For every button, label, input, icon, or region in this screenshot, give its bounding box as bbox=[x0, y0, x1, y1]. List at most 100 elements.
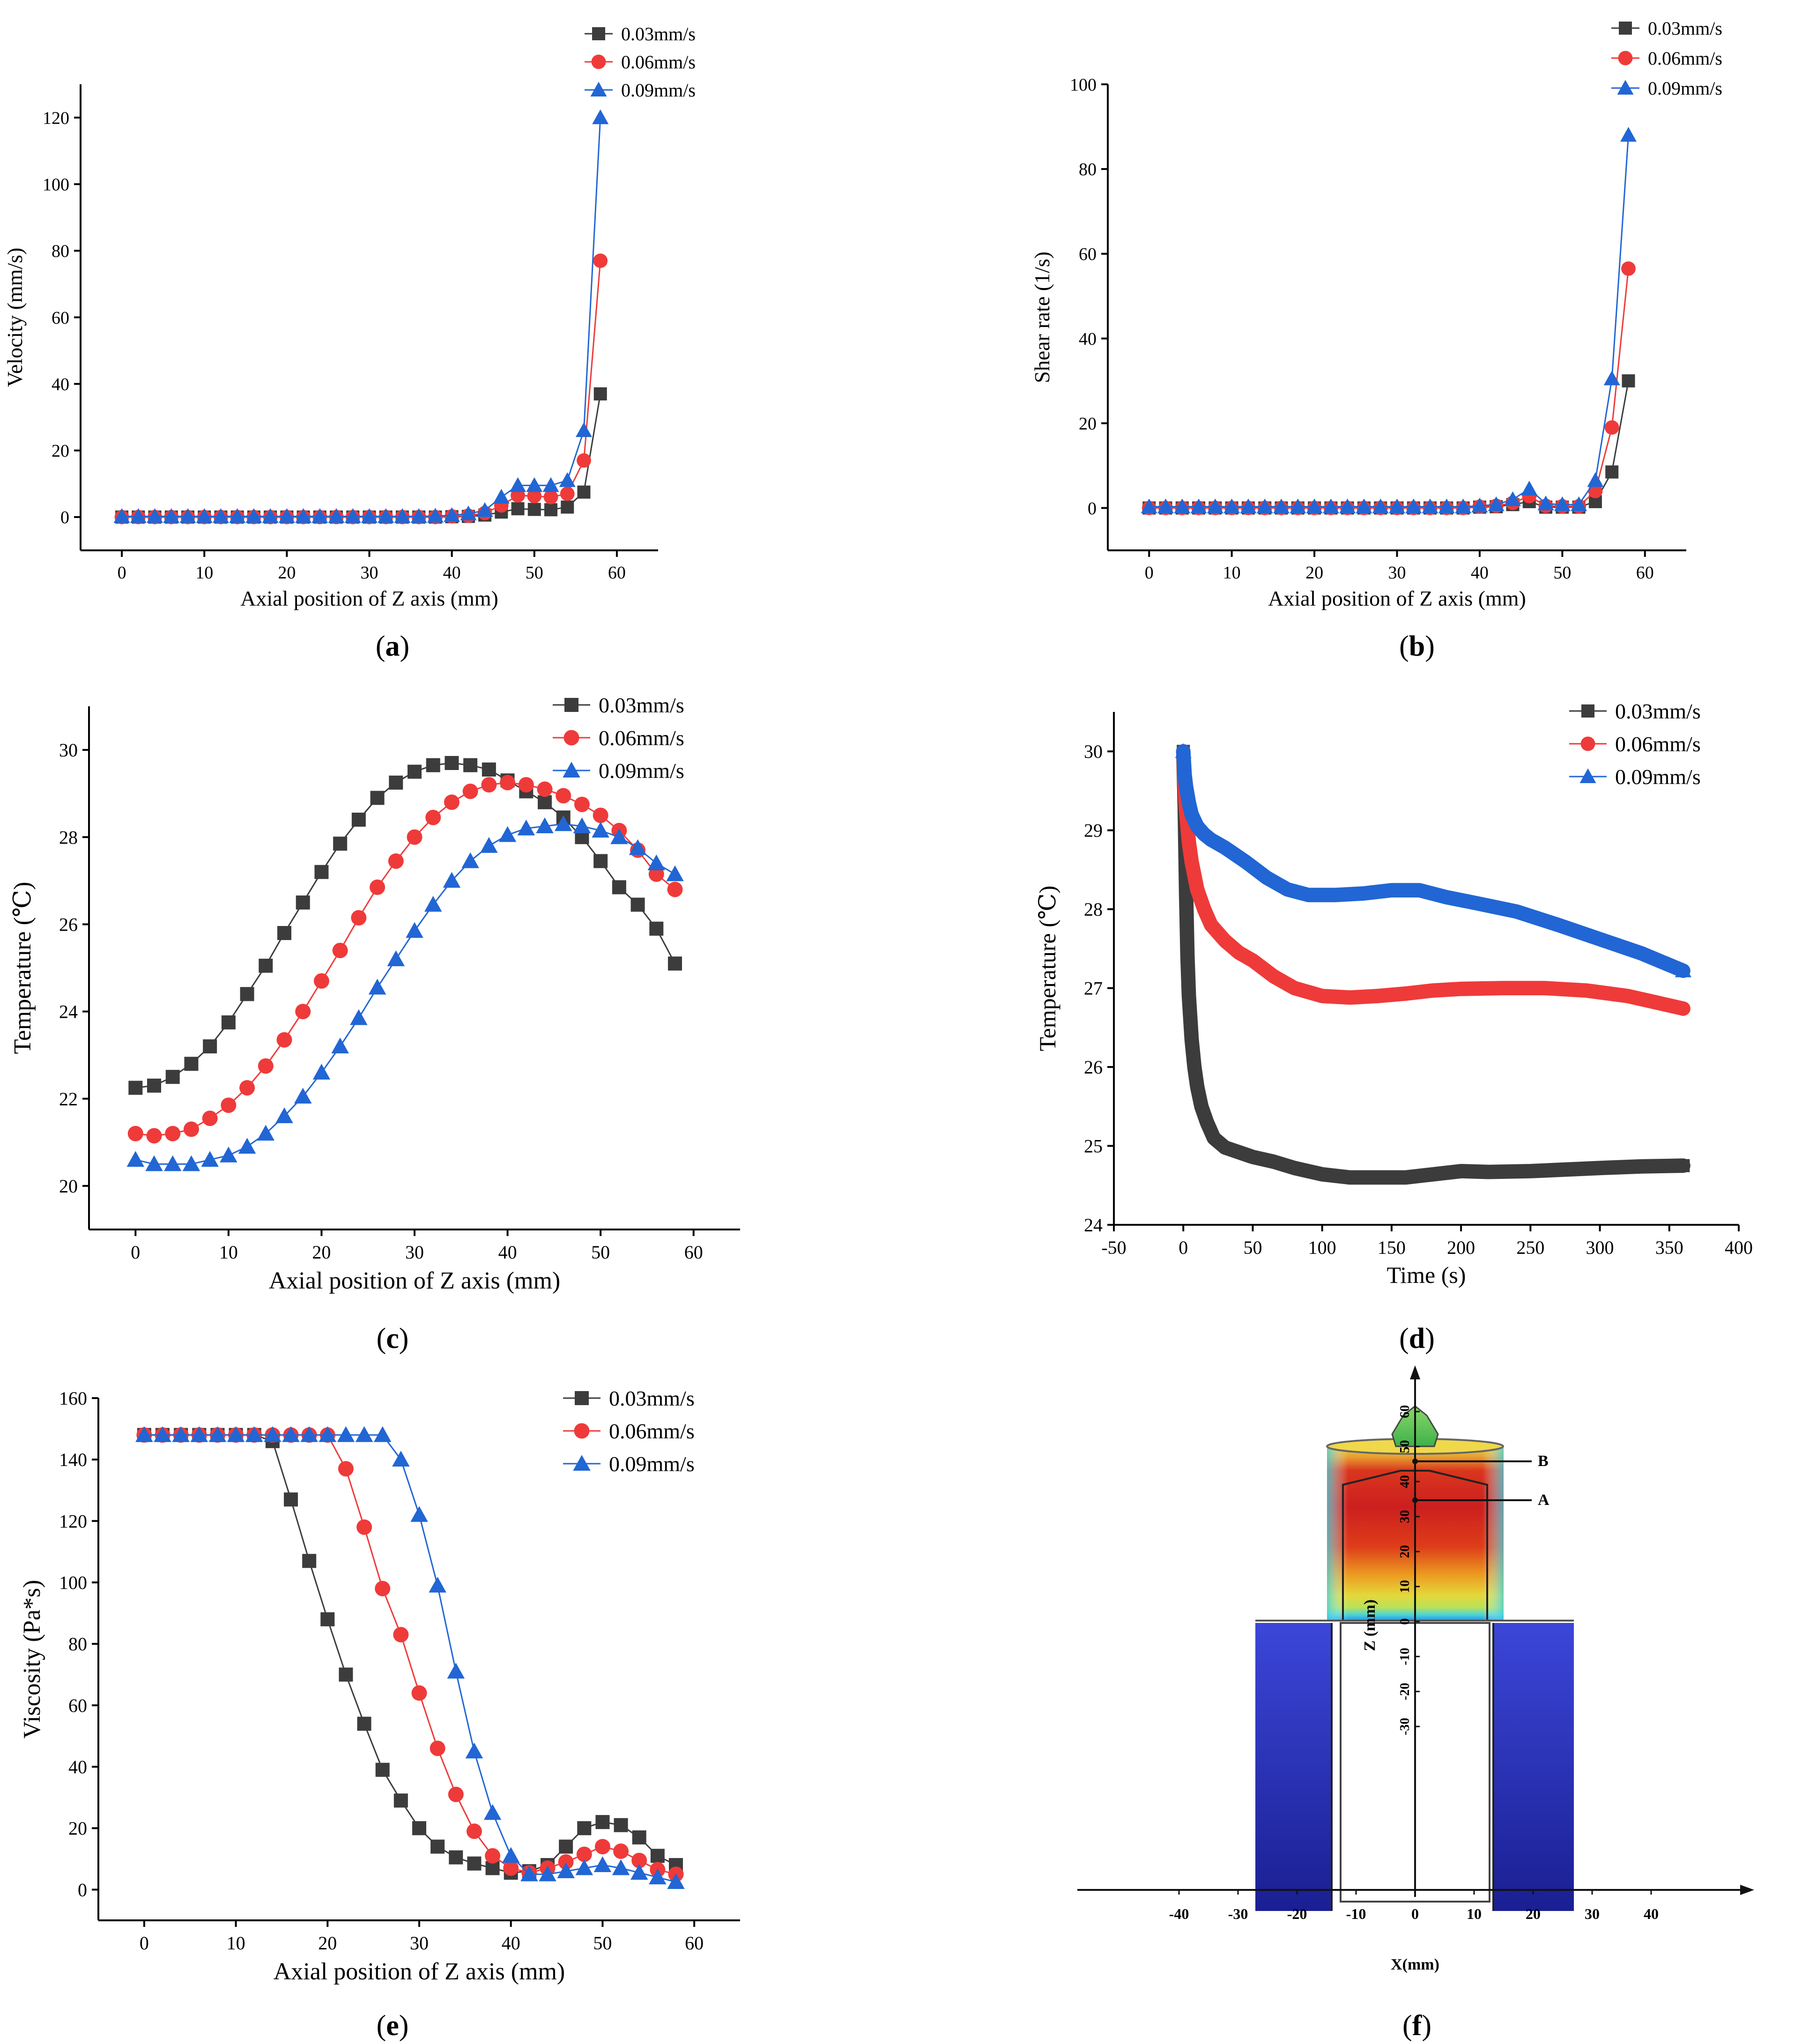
panel-label: (c) bbox=[377, 1323, 409, 1355]
panel-label: (e) bbox=[377, 2010, 409, 2042]
data-point bbox=[378, 508, 394, 523]
data-point bbox=[430, 1740, 445, 1756]
y-tick-label: 20 bbox=[59, 1176, 78, 1197]
x-tick-label: 60 bbox=[684, 1242, 703, 1263]
data-point bbox=[338, 1461, 354, 1477]
data-point bbox=[172, 1426, 190, 1442]
x-tick-label: 40 bbox=[498, 1242, 517, 1263]
data-point bbox=[630, 1864, 648, 1880]
data-point bbox=[614, 1818, 628, 1832]
data-point bbox=[557, 1862, 575, 1879]
data-point bbox=[574, 796, 590, 812]
data-point bbox=[1240, 498, 1257, 513]
data-point bbox=[1405, 498, 1422, 513]
y-tick-label: 28 bbox=[59, 827, 78, 848]
x-tick-label: -40 bbox=[1169, 1905, 1189, 1922]
y-axis-label: Viscosity (Pa*s) bbox=[19, 1580, 45, 1739]
data-point bbox=[648, 866, 664, 882]
data-point bbox=[1605, 465, 1619, 479]
data-point bbox=[466, 1823, 482, 1839]
series-1 bbox=[137, 1428, 683, 1880]
data-point bbox=[245, 1426, 263, 1442]
legend: 0.03mm/s 0.06mm/s 0.09mm/s bbox=[553, 693, 684, 783]
data-point bbox=[543, 489, 558, 504]
series-line bbox=[1176, 744, 1690, 1016]
chart-viscosity: 0 10 20 30 40 50 60 0 20 40 60 80 100 120 140 160 Axial … bbox=[19, 1386, 740, 1985]
x-tick-label: 250 bbox=[1516, 1237, 1544, 1258]
series-line bbox=[144, 1434, 676, 1875]
legend-marker bbox=[590, 81, 607, 96]
legend-label: 0.03mm/s bbox=[609, 1386, 695, 1410]
legend-label: 0.03mm/s bbox=[621, 23, 696, 44]
data-point bbox=[649, 921, 664, 936]
data-point bbox=[127, 1126, 143, 1141]
y-tick-label: 27 bbox=[1084, 978, 1103, 999]
data-point bbox=[485, 1848, 501, 1864]
data-point bbox=[1604, 420, 1619, 435]
data-point bbox=[147, 1078, 161, 1093]
data-point bbox=[463, 758, 478, 772]
data-point bbox=[1438, 498, 1455, 513]
data-point bbox=[542, 477, 559, 492]
data-point bbox=[227, 1426, 245, 1442]
x-tick-label: 60 bbox=[1636, 563, 1654, 583]
data-point bbox=[220, 1147, 237, 1163]
data-point bbox=[412, 1821, 426, 1836]
data-point bbox=[259, 958, 273, 973]
x-tick-label: 20 bbox=[318, 1933, 337, 1954]
data-point bbox=[593, 253, 608, 268]
data-point bbox=[592, 822, 609, 838]
data-point bbox=[1290, 498, 1306, 513]
data-point bbox=[203, 1039, 217, 1054]
data-point bbox=[613, 1843, 629, 1859]
data-point bbox=[394, 508, 411, 523]
data-point bbox=[183, 1121, 199, 1137]
x-tick-label: 0 bbox=[1411, 1905, 1419, 1922]
data-point bbox=[537, 781, 553, 797]
x-tick-label: 400 bbox=[1725, 1237, 1753, 1258]
x-tick-labels: -40 -30 -20 -10 0 10 20 30 40 bbox=[1169, 1890, 1659, 1922]
data-point bbox=[539, 1865, 556, 1881]
data-point bbox=[1422, 498, 1438, 513]
chart-temperature-axial: 0 10 20 30 40 50 60 20 22 24 26 28 30 Axial position … bbox=[9, 693, 740, 1294]
data-point bbox=[337, 1426, 355, 1442]
data-point bbox=[1389, 498, 1405, 513]
data-point bbox=[1620, 127, 1637, 142]
x-tick-label: 10 bbox=[1223, 563, 1241, 583]
y-axis-label: Temperature (℃) bbox=[1034, 886, 1060, 1052]
y-tick-label: 26 bbox=[59, 914, 78, 935]
series-line bbox=[122, 260, 601, 518]
legend-label: 0.09mm/s bbox=[1615, 765, 1701, 789]
x-tick-label: 150 bbox=[1378, 1237, 1406, 1258]
data-point bbox=[1676, 1001, 1690, 1016]
data-point bbox=[145, 1155, 163, 1171]
z-tick-label: -10 bbox=[1398, 1648, 1412, 1665]
series-line bbox=[122, 118, 601, 517]
data-point bbox=[460, 505, 477, 520]
data-point bbox=[1322, 498, 1339, 513]
x-axis-label: Time (s) bbox=[1386, 1262, 1466, 1288]
series-3 bbox=[1175, 743, 1691, 978]
data-point bbox=[154, 1426, 171, 1442]
data-point bbox=[594, 1839, 610, 1855]
y-tick-label: 24 bbox=[1084, 1215, 1103, 1236]
legend-label: 0.06mm/s bbox=[1615, 732, 1701, 756]
y-tick-label: 80 bbox=[1079, 160, 1097, 179]
data-point bbox=[559, 472, 576, 487]
y-tick-label: 160 bbox=[59, 1388, 87, 1409]
x-tick-label: 0 bbox=[1145, 563, 1154, 583]
y-tick-label: 100 bbox=[43, 175, 69, 195]
x-tick-label: 10 bbox=[195, 563, 213, 583]
data-point bbox=[511, 502, 525, 516]
y-axis-label: Temperature (℃) bbox=[9, 882, 36, 1054]
data-point bbox=[630, 897, 645, 912]
y-tick-label: 80 bbox=[52, 242, 69, 261]
z-tick-label: 60 bbox=[1398, 1405, 1412, 1418]
data-point bbox=[1488, 496, 1505, 511]
y-tick-label: 120 bbox=[43, 108, 69, 128]
data-point bbox=[221, 1015, 236, 1029]
data-point bbox=[1141, 498, 1157, 513]
legend-marker bbox=[1618, 51, 1633, 66]
data-point bbox=[1621, 261, 1636, 276]
